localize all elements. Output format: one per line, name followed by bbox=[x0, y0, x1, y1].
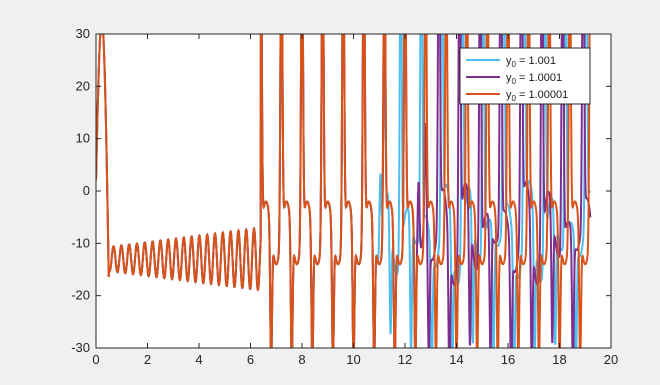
y-tick-label: -20 bbox=[71, 288, 90, 303]
x-tick-label: 18 bbox=[552, 352, 566, 367]
x-tick-label: 10 bbox=[346, 352, 360, 367]
legend-entry-1: y0 = 1.0001 bbox=[506, 72, 562, 86]
series-line-2 bbox=[96, 34, 591, 348]
y-tick-label: 10 bbox=[76, 131, 90, 146]
x-tick-label: 8 bbox=[298, 352, 305, 367]
x-tick-label: 12 bbox=[398, 352, 412, 367]
x-tick-label: 0 bbox=[92, 352, 99, 367]
y-tick-label: 20 bbox=[76, 78, 90, 93]
series-layer bbox=[96, 34, 592, 348]
y-tick-label: 0 bbox=[83, 183, 90, 198]
x-tick-label: 4 bbox=[195, 352, 202, 367]
x-tick-label: 20 bbox=[604, 352, 618, 367]
legend-entry-0: y0 = 1.001 bbox=[506, 55, 556, 69]
ticks-layer: 0 2 4 6 8 10 12 14 16 18 20 -30 -20 -10 0 10 20 30 bbox=[71, 26, 618, 367]
legend: y0 = 1.001 y0 = 1.0001 y0 = 1.00001 bbox=[459, 47, 591, 105]
x-tick-label: 14 bbox=[449, 352, 463, 367]
y-tick-label: 30 bbox=[76, 26, 90, 41]
x-tick-label: 6 bbox=[247, 352, 254, 367]
legend-entry-2: y0 = 1.00001 bbox=[506, 89, 568, 103]
y-tick-label: -10 bbox=[71, 235, 90, 250]
x-tick-label: 16 bbox=[501, 352, 515, 367]
x-tick-label: 2 bbox=[144, 352, 151, 367]
y-tick-label: -30 bbox=[71, 340, 90, 355]
